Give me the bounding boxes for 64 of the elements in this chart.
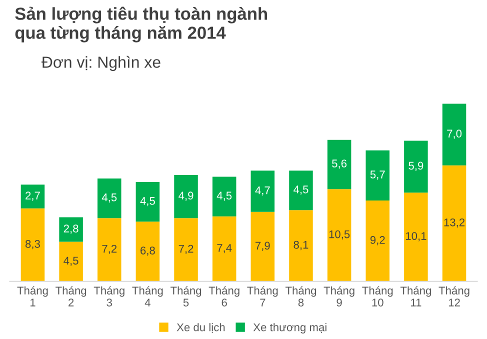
x-tick-label: Tháng 6	[208, 286, 240, 306]
data-label: 4,5	[294, 186, 308, 195]
bar	[59, 217, 83, 242]
data-label: 4,9	[178, 192, 194, 201]
bar	[136, 182, 160, 222]
bar	[404, 192, 428, 282]
data-label: 6,8	[140, 246, 155, 256]
data-label: 5,7	[370, 170, 385, 180]
chart-title: Sản lượng tiêu thụ toàn ngành qua từng tháng năm 2014	[15, 6, 268, 42]
bar	[250, 212, 275, 282]
x-tick-label: Tháng 10	[362, 286, 393, 306]
data-label: 5,9	[408, 162, 424, 171]
data-label: 7,4	[217, 244, 232, 254]
x-tick-label: Tháng 4	[132, 286, 163, 306]
bar	[20, 184, 45, 208]
bar	[442, 104, 466, 166]
x-tick-label: Tháng 1	[17, 286, 48, 306]
legend-label: Xe du lịch	[176, 323, 225, 333]
x-tick-label: Tháng 8	[285, 286, 316, 306]
data-label: 7,0	[447, 130, 462, 139]
data-label: 2,7	[26, 192, 40, 201]
x-tick-label: Tháng 3	[94, 286, 124, 306]
data-label: 10,1	[406, 232, 426, 242]
bar	[212, 176, 236, 216]
x-tick-label: Tháng 2	[56, 286, 86, 306]
x-tick-label: Tháng 5	[170, 286, 202, 306]
data-label: 13,2	[444, 218, 465, 228]
x-tick-label: Tháng 7	[247, 286, 278, 306]
data-label: 7,2	[178, 244, 194, 254]
bar	[174, 175, 198, 218]
x-tick-label: Tháng 9	[324, 286, 354, 306]
data-label: 2,8	[64, 224, 78, 234]
bar	[136, 222, 160, 282]
bar	[212, 216, 236, 282]
data-label: 9,2	[370, 236, 385, 246]
bar	[20, 208, 45, 282]
chart-subtitle: Đơn vị: Nghìn xe	[42, 56, 160, 72]
bar	[59, 242, 83, 282]
data-label: 8,1	[294, 240, 308, 250]
data-label: 7,2	[102, 244, 117, 254]
legend-label: Xe thương mại	[253, 323, 326, 334]
data-label: 4,5	[102, 194, 117, 203]
data-label: 4,5	[140, 197, 155, 206]
bar	[366, 200, 390, 282]
bar	[327, 140, 352, 190]
data-label: 4,5	[64, 256, 78, 266]
x-tick-label: Tháng 12	[438, 286, 470, 306]
bar	[327, 189, 352, 282]
bar	[442, 165, 466, 282]
data-label: 4,5	[216, 192, 232, 201]
bar	[97, 178, 122, 218]
bar	[174, 218, 198, 282]
data-label: 5,6	[332, 160, 347, 169]
data-label: 7,9	[256, 242, 270, 251]
bar	[289, 170, 313, 210]
bar	[250, 170, 275, 212]
data-label: 8,3	[25, 240, 40, 250]
bar	[404, 140, 428, 193]
data-label: 4,7	[255, 186, 270, 196]
x-tick-label: Tháng 11	[400, 286, 431, 306]
data-label: 10,5	[329, 230, 350, 240]
bar	[97, 218, 122, 282]
bar	[289, 210, 313, 282]
bar	[366, 150, 390, 200]
